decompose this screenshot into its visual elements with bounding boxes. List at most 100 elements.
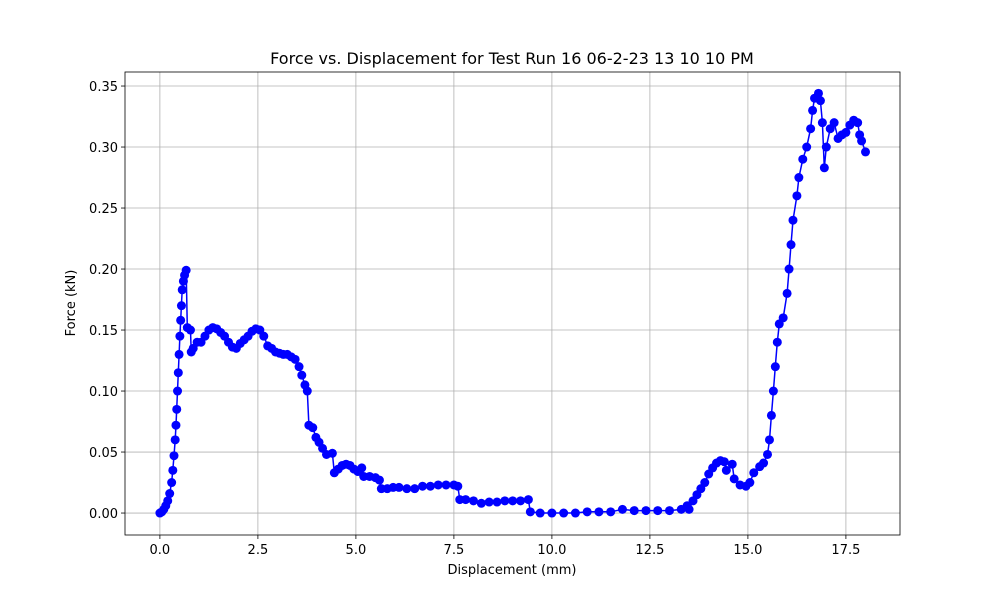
data-point xyxy=(425,481,435,491)
data-point xyxy=(745,478,755,488)
data-point xyxy=(169,451,179,461)
data-point xyxy=(759,458,769,468)
data-point xyxy=(629,506,639,516)
plot-frame xyxy=(124,71,901,536)
data-point xyxy=(294,362,304,372)
y-tick-label: 0.15 xyxy=(89,324,118,339)
data-point xyxy=(806,124,816,134)
data-point xyxy=(786,240,796,250)
data-point xyxy=(508,496,518,506)
y-tick-label: 0.35 xyxy=(89,80,118,95)
data-point xyxy=(177,285,187,295)
data-point xyxy=(808,105,818,115)
data-point xyxy=(461,495,471,505)
data-point xyxy=(768,386,778,396)
data-point xyxy=(176,301,186,311)
data-point xyxy=(523,495,533,505)
data-point xyxy=(559,508,569,518)
data-point xyxy=(327,448,337,458)
data-point xyxy=(772,337,782,347)
data-point xyxy=(829,118,839,128)
data-point xyxy=(721,465,731,475)
data-point xyxy=(185,325,195,335)
data-point xyxy=(468,496,478,506)
data-point xyxy=(433,480,443,490)
data-point xyxy=(788,215,798,225)
x-tick-label: 7.5 xyxy=(444,543,465,558)
y-tick-label: 0.05 xyxy=(89,446,118,461)
data-point xyxy=(766,410,776,420)
data-point xyxy=(410,484,420,494)
data-point xyxy=(516,496,526,506)
y-axis-label: Force (kN) xyxy=(64,270,79,337)
data-point xyxy=(606,507,616,517)
data-point xyxy=(841,127,851,137)
data-point xyxy=(476,498,486,508)
data-point xyxy=(441,480,451,490)
data-point xyxy=(173,368,183,378)
data-point xyxy=(302,386,312,396)
data-point xyxy=(582,507,592,517)
data-point xyxy=(749,468,759,478)
data-point xyxy=(547,508,557,518)
y-tick-label: 0.25 xyxy=(89,202,118,217)
data-point xyxy=(535,508,545,518)
data-point xyxy=(453,481,463,491)
data-point xyxy=(763,449,773,459)
data-point xyxy=(813,88,823,98)
data-point xyxy=(171,420,181,430)
data-point xyxy=(794,173,804,183)
x-axis-label: Displacement (mm) xyxy=(448,563,577,578)
data-point xyxy=(175,331,185,341)
data-point xyxy=(163,496,173,506)
data-point xyxy=(308,423,318,433)
data-point xyxy=(700,478,710,488)
x-tick-label: 5.0 xyxy=(346,543,367,558)
data-point xyxy=(798,154,808,164)
data-point xyxy=(165,489,175,499)
data-point xyxy=(861,147,871,157)
y-tick-label: 0.30 xyxy=(89,141,118,156)
data-point xyxy=(492,497,502,507)
data-point xyxy=(500,496,510,506)
data-point xyxy=(484,497,494,507)
x-tick-label: 17.5 xyxy=(831,543,860,558)
x-tick-label: 2.5 xyxy=(248,543,269,558)
data-point xyxy=(357,463,367,473)
data-point xyxy=(853,118,863,128)
data-point xyxy=(792,191,802,201)
x-tick-label: 10.0 xyxy=(537,543,566,558)
data-point xyxy=(525,507,535,517)
data-point xyxy=(784,264,794,274)
data-point xyxy=(819,163,829,173)
data-point xyxy=(782,288,792,298)
data-point xyxy=(857,136,867,146)
data-point xyxy=(821,142,831,152)
data-point xyxy=(727,459,737,469)
data-point xyxy=(173,386,183,396)
y-tick-label: 0.00 xyxy=(89,507,118,522)
data-point xyxy=(418,481,428,491)
data-point xyxy=(817,118,827,128)
data-point xyxy=(259,331,269,341)
x-tick-label: 0.0 xyxy=(150,543,171,558)
data-point xyxy=(394,482,404,492)
data-point xyxy=(653,506,663,516)
data-point xyxy=(170,435,180,445)
data-point xyxy=(641,506,651,516)
data-point xyxy=(181,265,191,275)
data-point xyxy=(815,96,825,106)
data-point xyxy=(290,354,300,364)
y-tick-label: 0.20 xyxy=(89,263,118,278)
data-point xyxy=(778,313,788,323)
data-point xyxy=(684,504,694,514)
data-point xyxy=(802,142,812,152)
chart-title: Force vs. Displacement for Test Run 16 0… xyxy=(270,49,754,68)
data-point xyxy=(594,507,604,517)
data-point xyxy=(770,362,780,372)
data-point xyxy=(297,370,307,380)
data-point xyxy=(764,435,774,445)
data-point xyxy=(167,478,177,488)
data-point xyxy=(176,315,186,325)
